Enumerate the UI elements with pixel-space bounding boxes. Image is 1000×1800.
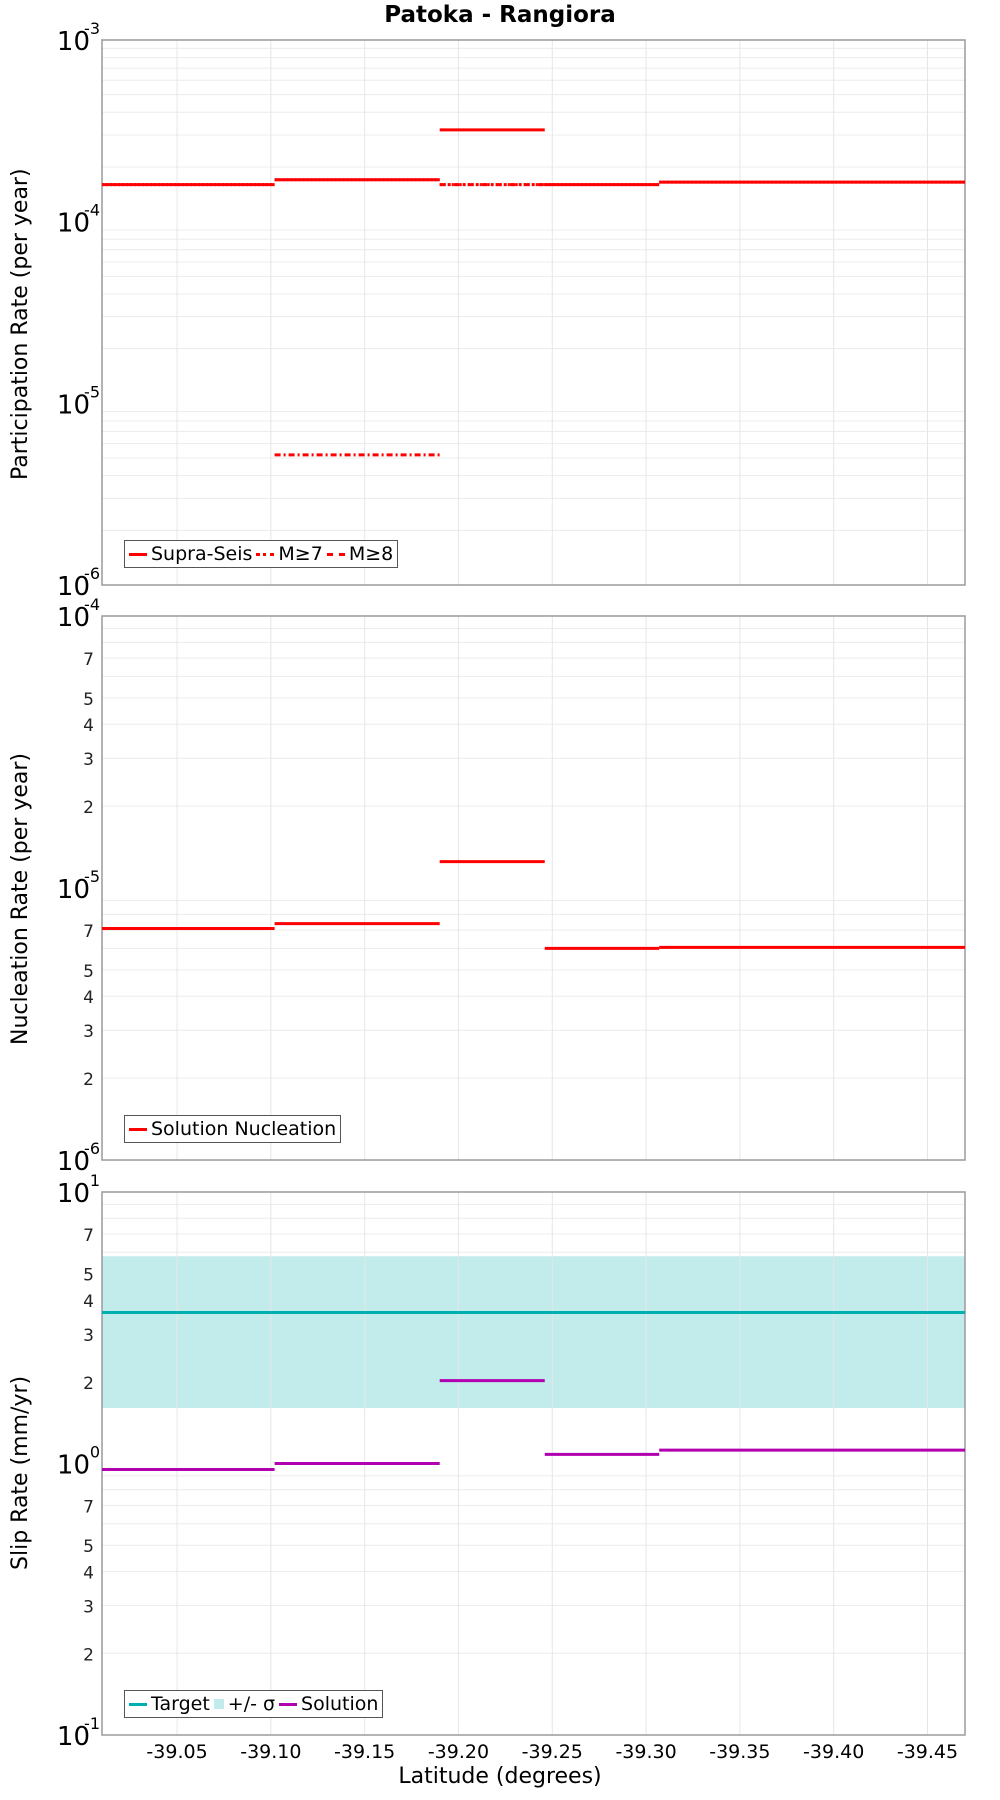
svg-text:-3: -3 — [84, 19, 100, 38]
legend-sigma: +/- σ — [227, 1693, 276, 1715]
svg-text:-39.10: -39.10 — [240, 1741, 301, 1763]
svg-text:5: 5 — [83, 690, 94, 710]
svg-text:-39.20: -39.20 — [428, 1741, 489, 1763]
legend-supra-seis: Supra-Seis — [151, 543, 253, 565]
svg-text:-39.25: -39.25 — [522, 1741, 583, 1763]
svg-text:3: 3 — [83, 1597, 94, 1617]
svg-text:7: 7 — [83, 1498, 94, 1518]
svg-text:2: 2 — [83, 1070, 94, 1090]
legend-m8: M≥8 — [348, 543, 394, 565]
participation-y-label: Participation Rate (per year) — [8, 168, 33, 480]
solid-line-swatch-icon — [129, 1127, 147, 1131]
svg-text:7: 7 — [83, 1226, 94, 1246]
svg-text:-6: -6 — [84, 1139, 100, 1158]
svg-text:10: 10 — [57, 875, 90, 905]
slip-rate-y-label: Slip Rate (mm/yr) — [8, 1375, 33, 1570]
participation-legend: Supra-Seis M≥7 M≥8 — [124, 540, 399, 568]
svg-text:10: 10 — [57, 572, 90, 602]
svg-text:-39.05: -39.05 — [146, 1741, 207, 1763]
svg-text:-5: -5 — [84, 867, 100, 886]
svg-text:4: 4 — [83, 1564, 94, 1584]
svg-text:4: 4 — [83, 1292, 94, 1312]
svg-text:-39.30: -39.30 — [615, 1741, 676, 1763]
x-axis-label: Latitude (degrees) — [398, 1764, 602, 1789]
svg-text:-6: -6 — [84, 564, 100, 583]
nucleation-legend: Solution Nucleation — [124, 1115, 342, 1143]
dotted-line-swatch-icon — [256, 552, 275, 556]
magenta-line-swatch-icon — [279, 1702, 298, 1706]
svg-text:1: 1 — [90, 1171, 100, 1190]
svg-text:-39.15: -39.15 — [334, 1741, 395, 1763]
teal-line-swatch-icon — [129, 1702, 147, 1706]
svg-text:-5: -5 — [84, 382, 100, 401]
svg-text:10: 10 — [57, 209, 90, 239]
svg-text:3: 3 — [83, 1022, 94, 1042]
svg-text:7: 7 — [83, 650, 94, 670]
legend-solution: Solution — [301, 1693, 379, 1715]
svg-text:3: 3 — [83, 750, 94, 770]
svg-text:-39.45: -39.45 — [897, 1741, 958, 1763]
dashdot-line-swatch-icon — [326, 552, 345, 556]
svg-text:10: 10 — [57, 1179, 90, 1209]
legend-solution-nucleation: Solution Nucleation — [151, 1118, 337, 1140]
svg-text:5: 5 — [83, 962, 94, 982]
svg-text:3: 3 — [83, 1326, 94, 1346]
svg-text:2: 2 — [83, 798, 94, 818]
legend-target: Target — [151, 1693, 210, 1715]
svg-text:4: 4 — [83, 988, 94, 1008]
svg-text:10: 10 — [57, 390, 90, 420]
solid-line-swatch-icon — [129, 552, 147, 556]
svg-text:10: 10 — [57, 1451, 90, 1481]
band-swatch-icon — [213, 1699, 224, 1709]
svg-text:-1: -1 — [84, 1714, 100, 1733]
svg-text:2: 2 — [83, 1374, 94, 1394]
svg-text:-39.40: -39.40 — [803, 1741, 864, 1763]
svg-text:-39.35: -39.35 — [709, 1741, 770, 1763]
svg-text:5: 5 — [83, 1266, 94, 1286]
svg-text:4: 4 — [83, 716, 94, 736]
nucleation-y-label: Nucleation Rate (per year) — [8, 753, 33, 1045]
svg-text:5: 5 — [83, 1537, 94, 1557]
legend-m7: M≥7 — [278, 543, 323, 565]
svg-text:0: 0 — [90, 1443, 100, 1462]
svg-text:10: 10 — [57, 1147, 90, 1177]
svg-text:-4: -4 — [84, 595, 100, 614]
svg-text:10: 10 — [57, 1722, 90, 1752]
svg-text:2: 2 — [83, 1645, 94, 1665]
svg-text:-4: -4 — [84, 201, 100, 220]
svg-text:10: 10 — [57, 27, 90, 57]
svg-text:7: 7 — [83, 922, 94, 942]
chart-title: Patoka - Rangiora — [384, 2, 616, 28]
slip-rate-legend: Target +/- σ Solution — [124, 1690, 384, 1718]
svg-text:10: 10 — [57, 603, 90, 633]
